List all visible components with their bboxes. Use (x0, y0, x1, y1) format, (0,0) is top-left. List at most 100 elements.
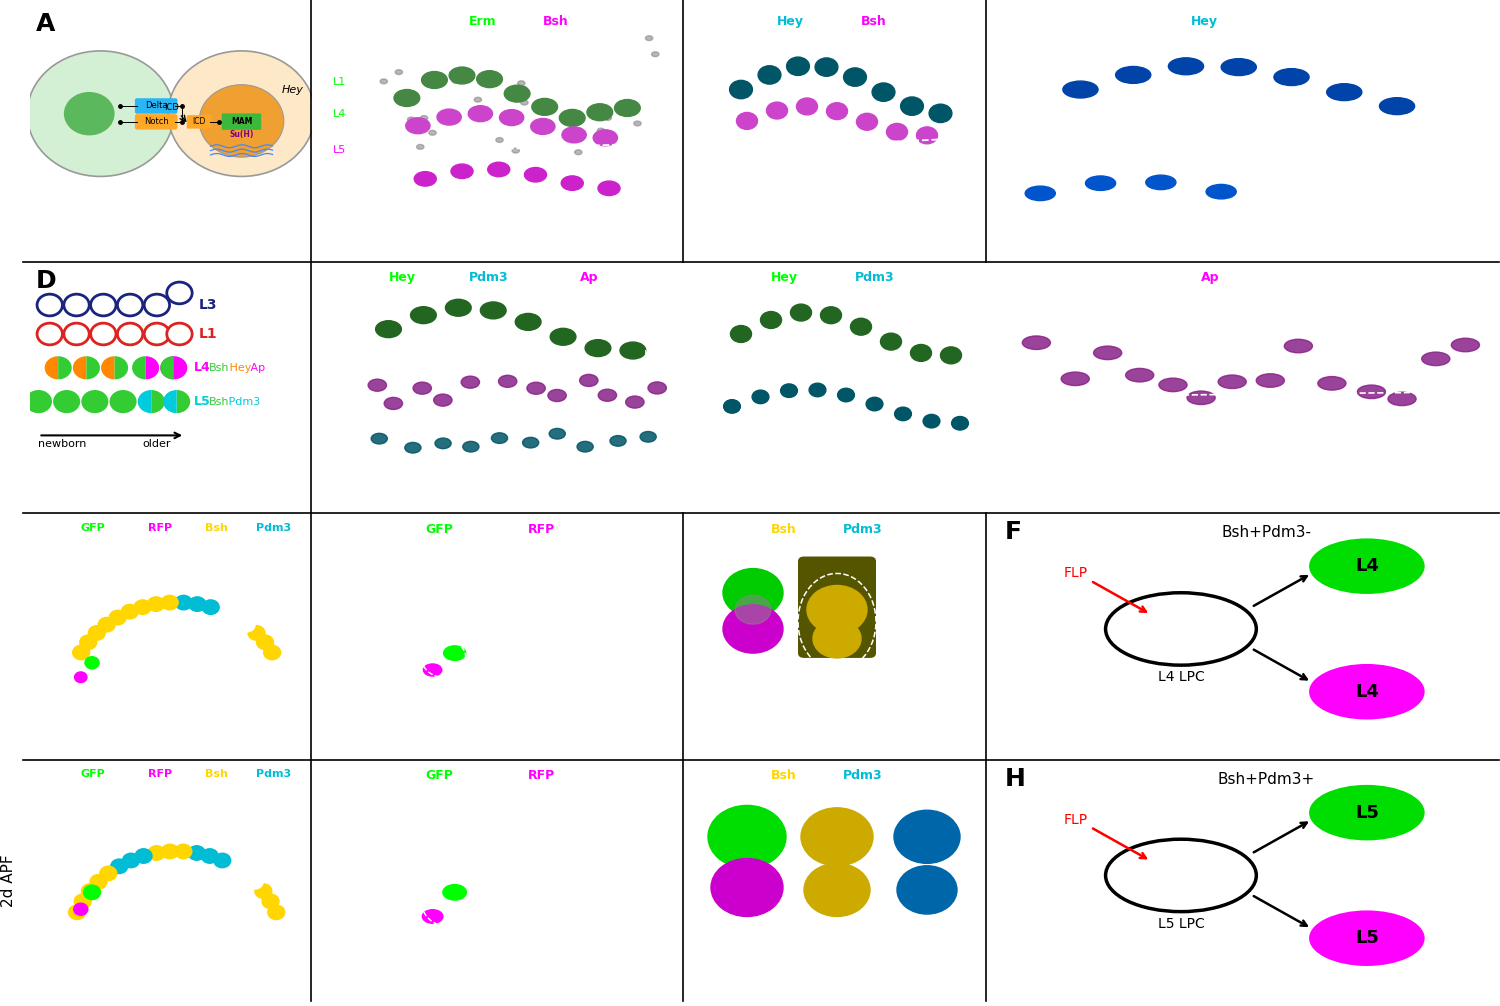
Circle shape (420, 116, 428, 121)
Circle shape (519, 87, 526, 92)
Circle shape (237, 866, 254, 880)
Circle shape (75, 894, 92, 908)
Circle shape (90, 323, 116, 345)
Circle shape (423, 909, 442, 924)
Text: G: G (36, 767, 57, 791)
Text: B": B" (1000, 12, 1032, 36)
Circle shape (561, 115, 568, 120)
Circle shape (1218, 375, 1246, 388)
Circle shape (147, 597, 165, 612)
Circle shape (394, 69, 402, 74)
Circle shape (780, 384, 798, 397)
Circle shape (446, 300, 471, 316)
Circle shape (916, 127, 938, 144)
Text: older: older (507, 473, 536, 483)
Circle shape (550, 328, 576, 345)
Circle shape (433, 394, 451, 406)
Text: L3: L3 (333, 48, 346, 58)
Circle shape (620, 342, 645, 359)
Circle shape (894, 407, 912, 421)
Circle shape (496, 138, 502, 143)
Circle shape (256, 635, 273, 650)
Circle shape (498, 375, 517, 387)
Circle shape (837, 388, 855, 401)
Circle shape (442, 884, 466, 900)
Circle shape (807, 585, 867, 634)
Text: C': C' (693, 269, 718, 293)
Text: Bsh: Bsh (209, 363, 230, 373)
Circle shape (474, 98, 482, 102)
Text: FLP: FLP (1064, 566, 1088, 580)
Circle shape (592, 130, 618, 146)
Text: 2d APF: 2d APF (2, 854, 16, 906)
Circle shape (162, 844, 178, 859)
Circle shape (370, 434, 387, 444)
Circle shape (736, 113, 758, 130)
Text: Hey: Hey (771, 272, 798, 285)
Circle shape (735, 596, 771, 624)
Text: Notch: Notch (144, 118, 168, 127)
Circle shape (520, 101, 528, 105)
Circle shape (64, 323, 88, 345)
Circle shape (135, 849, 152, 863)
Text: Hey: Hey (1191, 15, 1218, 28)
Text: FLP: FLP (1064, 813, 1088, 827)
Text: Bsh: Bsh (206, 523, 228, 533)
Text: L5: L5 (1354, 930, 1378, 948)
Circle shape (255, 884, 272, 898)
Circle shape (368, 379, 387, 391)
Circle shape (1221, 58, 1257, 75)
Circle shape (526, 382, 546, 394)
Circle shape (452, 164, 472, 178)
Circle shape (1206, 184, 1236, 199)
Circle shape (1274, 68, 1310, 86)
Circle shape (422, 71, 447, 89)
Circle shape (843, 68, 867, 87)
Circle shape (598, 181, 619, 195)
Circle shape (176, 596, 192, 610)
Text: E: E (36, 520, 52, 544)
Circle shape (626, 396, 644, 408)
Text: Pdm3: Pdm3 (255, 770, 291, 780)
Circle shape (790, 304, 812, 321)
Circle shape (578, 442, 592, 452)
Circle shape (894, 810, 960, 863)
Circle shape (723, 605, 783, 653)
Text: C": C" (1000, 269, 1032, 293)
Circle shape (84, 885, 100, 899)
Circle shape (380, 78, 387, 83)
Text: Hey: Hey (282, 85, 303, 95)
Circle shape (1358, 385, 1386, 398)
Circle shape (1310, 910, 1425, 966)
Circle shape (730, 326, 752, 342)
FancyBboxPatch shape (188, 115, 211, 129)
Circle shape (801, 808, 873, 866)
Circle shape (1023, 336, 1050, 349)
Circle shape (436, 109, 462, 125)
Circle shape (75, 672, 87, 682)
Circle shape (429, 131, 436, 135)
Text: newborn: newborn (39, 440, 87, 450)
Text: Bsh: Bsh (543, 15, 568, 28)
Circle shape (1256, 374, 1284, 387)
Circle shape (729, 80, 753, 99)
Circle shape (928, 105, 952, 123)
Text: Hey: Hey (388, 272, 416, 285)
Wedge shape (138, 390, 152, 413)
Circle shape (579, 374, 598, 386)
Circle shape (117, 294, 142, 316)
Circle shape (1310, 785, 1425, 840)
Circle shape (480, 302, 506, 319)
Circle shape (723, 399, 741, 413)
Wedge shape (87, 356, 100, 379)
Circle shape (796, 98, 818, 115)
Circle shape (492, 433, 507, 444)
Text: L5 LPC: L5 LPC (1158, 916, 1204, 931)
Circle shape (574, 150, 582, 155)
Circle shape (604, 116, 612, 121)
FancyBboxPatch shape (798, 556, 876, 658)
Circle shape (1024, 186, 1056, 200)
Circle shape (90, 874, 106, 889)
Text: L5: L5 (194, 395, 210, 408)
Circle shape (81, 390, 108, 413)
